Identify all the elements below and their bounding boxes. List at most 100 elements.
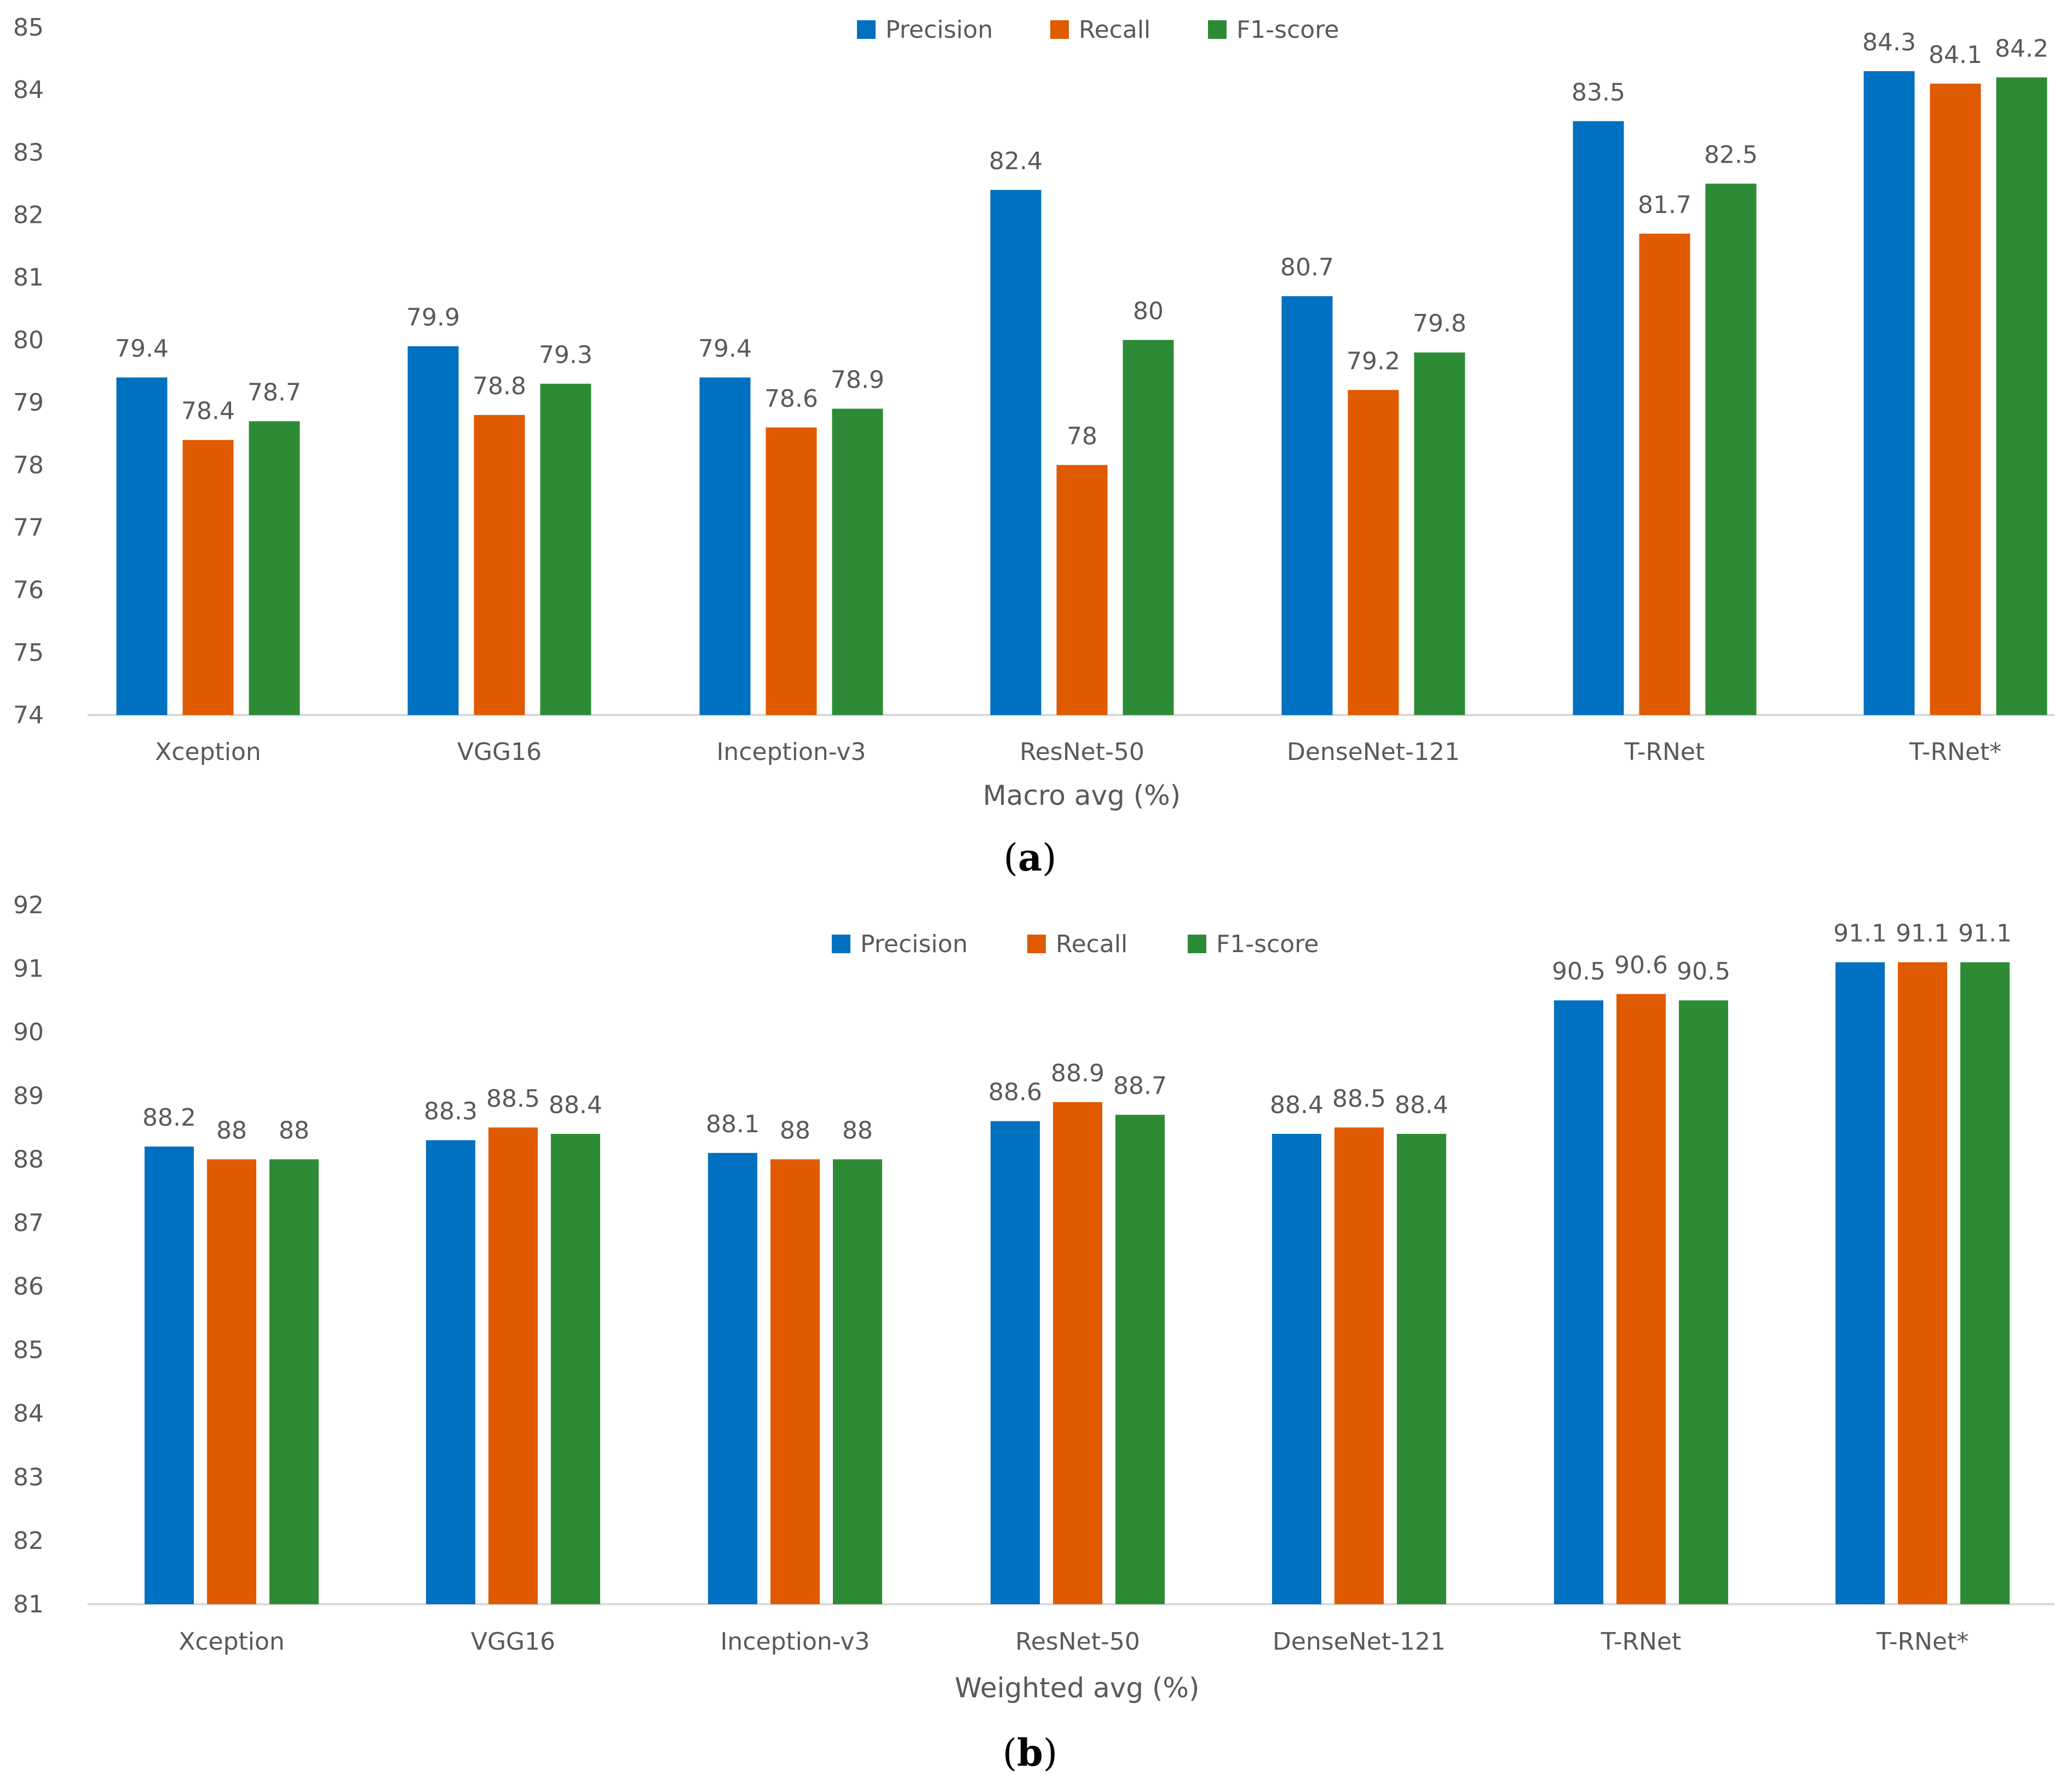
data-label: 79.9: [406, 303, 460, 331]
y-tick-label: 82: [13, 1527, 44, 1555]
data-label: 88: [216, 1116, 247, 1144]
caption-open: (: [1003, 1732, 1017, 1775]
bar-f1-score: [551, 1133, 600, 1604]
x-tick-label: Xception: [179, 1628, 285, 1656]
x-tick-label: ResNet-50: [1015, 1628, 1140, 1656]
bar-precision: [116, 377, 168, 715]
bar-f1-score: [1960, 962, 2010, 1604]
y-tick-label: 91: [13, 955, 44, 983]
y-tick-label: 81: [13, 264, 44, 292]
bar-recall: [770, 1159, 820, 1604]
bar-precision: [1863, 71, 1915, 716]
data-label: 88.7: [1113, 1072, 1167, 1100]
x-tick-label: T-RNet*: [1876, 1628, 1969, 1656]
y-tick-label: 83: [13, 139, 44, 166]
data-label: 88.1: [706, 1110, 759, 1138]
y-tick-label: 84: [13, 76, 44, 104]
y-tick-label: 78: [13, 451, 44, 479]
x-tick-label: ResNet-50: [1020, 738, 1144, 766]
bar-f1-score: [269, 1159, 319, 1604]
x-axis-title: Macro avg (%): [983, 780, 1181, 811]
x-tick-label: Inception-v3: [720, 1628, 870, 1656]
y-tick-label: 90: [13, 1018, 44, 1046]
legend-swatch: [1208, 20, 1227, 39]
legend-label: F1-score: [1236, 16, 1339, 44]
bar-recall: [1639, 233, 1690, 715]
x-tick-label: VGG16: [471, 1628, 555, 1656]
bar-precision: [426, 1140, 475, 1604]
data-label: 80.7: [1280, 253, 1334, 281]
data-label: 79.8: [1413, 310, 1466, 338]
y-tick-label: 79: [13, 389, 44, 417]
data-label: 88.3: [424, 1098, 477, 1126]
legend-swatch: [857, 20, 876, 39]
data-label: 88.4: [1270, 1091, 1324, 1119]
data-label: 81.7: [1638, 191, 1691, 219]
data-label: 78.6: [764, 385, 818, 413]
legend-swatch: [1188, 935, 1206, 953]
legend-label: Precision: [885, 16, 993, 44]
data-label: 78.4: [181, 397, 235, 425]
bar-f1-score: [1414, 352, 1465, 715]
x-tick-label: T-RNet: [1601, 1628, 1682, 1656]
bar-precision: [407, 346, 459, 715]
bar-recall: [1056, 465, 1108, 715]
legend: Precision Recall F1-score: [832, 930, 1319, 958]
legend-swatch: [1050, 20, 1069, 39]
data-label: 82.4: [989, 147, 1043, 175]
y-tick-label: 85: [13, 14, 44, 42]
x-tick-label: Inception-v3: [716, 738, 866, 766]
legend-label: Recall: [1079, 16, 1150, 44]
legend: Precision Recall F1-score: [857, 16, 1339, 44]
y-tick-label: 89: [13, 1082, 44, 1110]
caption-open: (: [1003, 837, 1018, 880]
y-tick-label: 88: [13, 1145, 44, 1173]
chart-panel-a: 74 75 76 77 78 79 80 81 82 83 84 85 79.4 79.9 79.4 82.4…: [13, 14, 2055, 880]
data-label: 88: [842, 1116, 873, 1144]
y-tick-label: 77: [13, 514, 44, 541]
bar-f1-score: [1397, 1133, 1446, 1604]
bar-f1-score: [1123, 339, 1174, 715]
y-tick-label: 76: [13, 577, 44, 604]
data-label: 84.3: [1862, 28, 1916, 56]
data-label: 88: [279, 1116, 309, 1144]
bar-precision: [708, 1153, 757, 1604]
data-label: 78.7: [248, 378, 301, 406]
data-label: 90.5: [1552, 958, 1606, 986]
data-label: 79.4: [698, 335, 752, 362]
data-label: 79.2: [1347, 347, 1400, 375]
x-tick-label: DenseNet-121: [1273, 1628, 1446, 1656]
legend-label: Precision: [860, 930, 968, 958]
bar-precision: [1281, 296, 1333, 715]
x-tick-label: T-RNet*: [1909, 738, 2002, 766]
bar-f1-score: [832, 408, 883, 715]
bar-precision: [145, 1146, 194, 1604]
data-label: 88.5: [486, 1085, 540, 1113]
y-tick-label: 84: [13, 1400, 44, 1428]
y-tick-label: 85: [13, 1336, 44, 1364]
y-tick-label: 80: [13, 326, 44, 354]
bar-f1-score: [540, 383, 591, 715]
bar-recall: [1348, 390, 1399, 715]
legend-swatch: [832, 935, 850, 953]
bar-recall: [207, 1159, 256, 1604]
panel-caption: (a): [1003, 836, 1056, 880]
data-label: 90.5: [1677, 958, 1730, 986]
legend-swatch: [1027, 935, 1046, 953]
data-label: 88: [780, 1116, 810, 1144]
y-tick-label: 75: [13, 639, 44, 667]
caption-letter: a: [1018, 836, 1042, 880]
x-axis-title: Weighted avg (%): [955, 1672, 1200, 1704]
data-label: 91.1: [1958, 919, 2012, 947]
x-tick-label: VGG16: [457, 738, 542, 766]
chart-panel-b: 81 82 83 84 85 86 87 88 89 90 91 92 88.2 88.3 88.1 88.6…: [13, 891, 2055, 1775]
data-label: 82.5: [1704, 141, 1758, 169]
bar-precision: [1554, 1000, 1603, 1604]
y-tick-label: 87: [13, 1209, 44, 1237]
y-tick-label: 74: [13, 701, 44, 729]
data-label: 88.5: [1332, 1085, 1386, 1113]
bar-recall: [182, 440, 234, 715]
data-label: 88.4: [549, 1091, 602, 1119]
data-label: 90.6: [1614, 952, 1668, 979]
data-label: 88.9: [1051, 1059, 1104, 1087]
